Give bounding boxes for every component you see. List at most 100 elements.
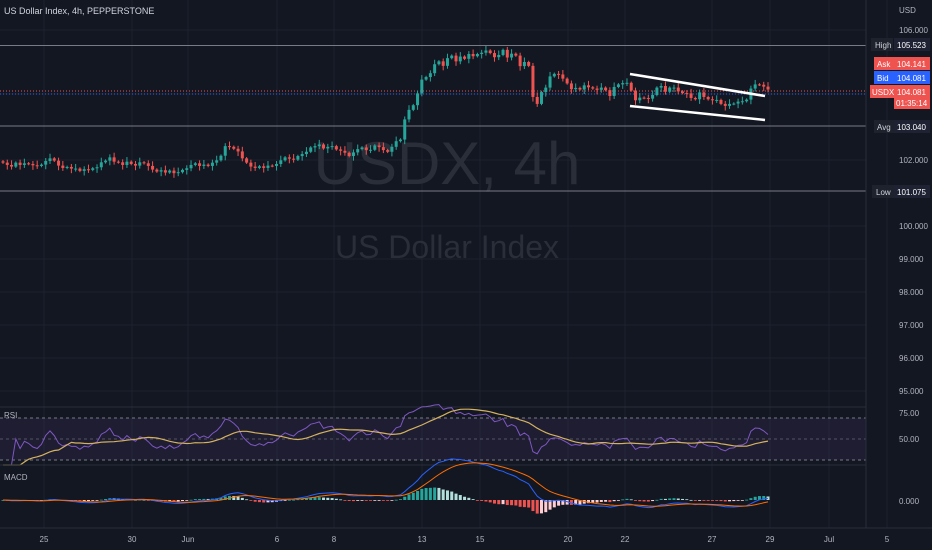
candle: [467, 51, 471, 64]
wedge-upper-line[interactable]: [629, 72, 766, 98]
macd-bar: [557, 500, 561, 506]
candle: [539, 90, 543, 106]
high-badge: High 105.523: [871, 38, 930, 51]
macd-bar: [651, 500, 655, 502]
rsi-level-75: 75.00: [899, 409, 920, 418]
macd-bar: [612, 500, 616, 502]
candle: [10, 160, 14, 170]
macd-bar: [659, 498, 663, 500]
candle: [471, 49, 475, 60]
time-tick-label: 5: [885, 535, 890, 544]
time-axis[interactable]: 25 30 Jun 6 8 13 15 20 22 27 29 Jul 5: [40, 535, 890, 544]
svg-text:101.075: 101.075: [897, 188, 926, 197]
time-tick-label: 25: [40, 535, 49, 544]
macd-bar: [377, 500, 381, 501]
candle: [151, 161, 155, 173]
candle: [689, 88, 693, 101]
macd-bar: [142, 499, 146, 501]
svg-text:Bid: Bid: [877, 74, 889, 83]
candle: [723, 100, 727, 111]
macd-bar: [249, 500, 253, 501]
candle: [736, 98, 740, 109]
candle: [642, 96, 646, 100]
candle: [249, 159, 253, 172]
last-price-badge: USDX 104.081 01:35:14: [870, 85, 930, 109]
macd-bar: [715, 500, 719, 501]
candle: [142, 160, 146, 165]
candle: [351, 149, 355, 161]
macd-bar: [364, 500, 368, 501]
macd-bar: [356, 500, 360, 501]
rsi-level-50: 50.00: [899, 435, 920, 444]
candle: [458, 52, 462, 65]
svg-text:105.523: 105.523: [897, 41, 926, 50]
candle: [159, 167, 163, 177]
macd-bar: [428, 487, 432, 500]
candle: [710, 96, 714, 105]
grid: [0, 0, 888, 528]
candle: [659, 83, 663, 93]
candle: [245, 157, 249, 164]
candle: [202, 160, 206, 169]
candle: [480, 49, 484, 59]
macd-bar: [539, 500, 543, 514]
candle: [5, 159, 9, 170]
candle: [292, 154, 296, 163]
candle: [313, 143, 317, 153]
candle: [232, 145, 236, 151]
macd-bar: [510, 500, 514, 506]
candle: [223, 143, 227, 161]
macd-bar: [595, 500, 599, 503]
candle: [582, 82, 586, 94]
candle: [57, 157, 61, 171]
candle: [706, 95, 710, 101]
macd-bar: [283, 500, 287, 501]
macd-bar: [99, 499, 103, 501]
wedge-drawing[interactable]: [629, 72, 766, 122]
candle: [82, 166, 86, 176]
candle: [685, 90, 689, 98]
candle: [544, 84, 548, 97]
candle: [283, 156, 287, 162]
candle: [373, 144, 377, 152]
macd-bar: [407, 494, 411, 500]
macd-bar: [309, 497, 313, 500]
macd-bar: [411, 492, 415, 500]
time-tick-label: 15: [476, 535, 485, 544]
candle: [672, 84, 676, 93]
candle: [138, 157, 142, 169]
candle: [381, 142, 385, 154]
candle: [548, 71, 552, 91]
candle: [172, 167, 176, 178]
candle: [757, 83, 761, 86]
macd-bar: [223, 496, 227, 500]
wedge-lower-line[interactable]: [629, 104, 766, 122]
candle: [608, 87, 612, 101]
macd-bar: [296, 499, 300, 501]
macd-bar: [95, 500, 99, 501]
macd-label: MACD: [4, 473, 28, 482]
macd-bar: [82, 500, 86, 502]
candle: [52, 157, 56, 162]
macd-bar: [253, 500, 257, 502]
macd-bar: [578, 500, 582, 505]
macd-bar: [766, 496, 770, 500]
macd-bar: [86, 500, 90, 502]
rsi-ma-line: [3, 408, 769, 466]
candle: [475, 52, 479, 58]
candle: [390, 143, 394, 157]
ask-badge: Ask 104.141: [874, 57, 930, 70]
rsi-pane: RSI 75.00 50.00: [0, 404, 920, 466]
candle: [31, 160, 35, 170]
time-tick-label: 6: [275, 535, 280, 544]
macd-bar: [313, 497, 317, 500]
candle: [569, 80, 573, 94]
candle: [296, 154, 300, 161]
macd-bar: [629, 499, 633, 501]
macd-bar: [501, 500, 505, 505]
candle: [193, 161, 197, 167]
macd-bar: [698, 500, 702, 501]
candle: [655, 86, 659, 97]
